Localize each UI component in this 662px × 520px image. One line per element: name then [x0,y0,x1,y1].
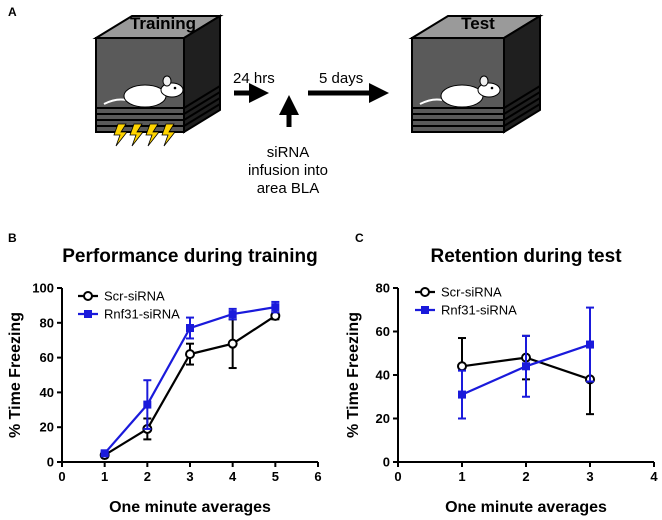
data-point [228,310,237,319]
test-label: Test [461,14,495,33]
panel-a-letter: A [8,5,17,19]
chart-title: Retention during test [430,246,622,267]
x-tick-label: 5 [272,469,279,484]
legend-label: Rnf31-siRNA [441,303,517,318]
x-tick-label: 3 [186,469,193,484]
x-axis-title: One minute averages [445,499,607,516]
x-tick-label: 3 [586,469,593,484]
legend-marker [83,291,93,301]
chart-retention-test: C Retention during test 0 20 40 60 80 0 1 2 3 4 One … [345,231,658,516]
data-point [271,303,280,312]
test-box-icon [408,14,544,134]
legend-marker [421,306,429,314]
data-point [458,390,466,399]
x-tick-label: 4 [650,469,658,484]
training-label: Training [130,14,196,33]
y-axis-title: % Time Freezing [7,312,24,438]
x-tick-label: 6 [314,469,321,484]
y-axis-title: % Time Freezing [345,312,362,438]
x-tick-label: 1 [101,469,108,484]
x-tick-label: 0 [58,469,65,484]
y-tick-label: 20 [376,411,390,426]
legend-marker [84,310,92,318]
y-tick-label: 20 [40,420,54,435]
data-point [586,340,594,349]
infusion-line-1: siRNA [267,144,310,161]
chart-title: Performance during training [62,246,317,267]
data-point [143,400,152,409]
y-tick-label: 0 [383,455,390,470]
y-tick-label: 60 [376,324,390,339]
y-tick-label: 100 [32,281,54,296]
legend-label: Scr-siRNA [441,285,502,300]
data-point [457,361,467,372]
data-point [522,362,530,371]
data-point [185,349,195,360]
infusion-line-2: infusion into [248,162,328,179]
data-point [100,449,109,458]
y-tick-label: 40 [376,368,390,383]
x-tick-label: 0 [394,469,401,484]
y-tick-label: 60 [40,350,54,365]
panel-letter: B [8,231,17,245]
shock-icon [113,123,176,147]
panel-a: A Training [8,5,544,197]
y-tick-label: 80 [40,315,54,330]
x-axis-title: One minute averages [109,499,271,516]
x-tick-label: 1 [458,469,465,484]
legend-label: Rnf31-siRNA [104,307,180,322]
legend-marker [420,287,430,297]
delay-24hrs-label: 24 hrs [233,70,275,87]
legend-label: Scr-siRNA [104,289,165,304]
mouse-icon [419,75,501,108]
infusion-line-3: area BLA [257,180,320,197]
y-tick-label: 40 [40,385,54,400]
x-tick-label: 2 [522,469,529,484]
data-point [186,324,194,333]
mouse-icon [103,75,184,108]
training-box-icon [92,14,224,134]
data-point [227,338,238,349]
x-tick-label: 2 [144,469,151,484]
panel-letter: C [355,231,364,245]
delay-5days-label: 5 days [319,70,363,87]
x-tick-label: 4 [229,469,237,484]
y-tick-label: 80 [376,281,390,296]
y-tick-label: 0 [47,455,54,470]
